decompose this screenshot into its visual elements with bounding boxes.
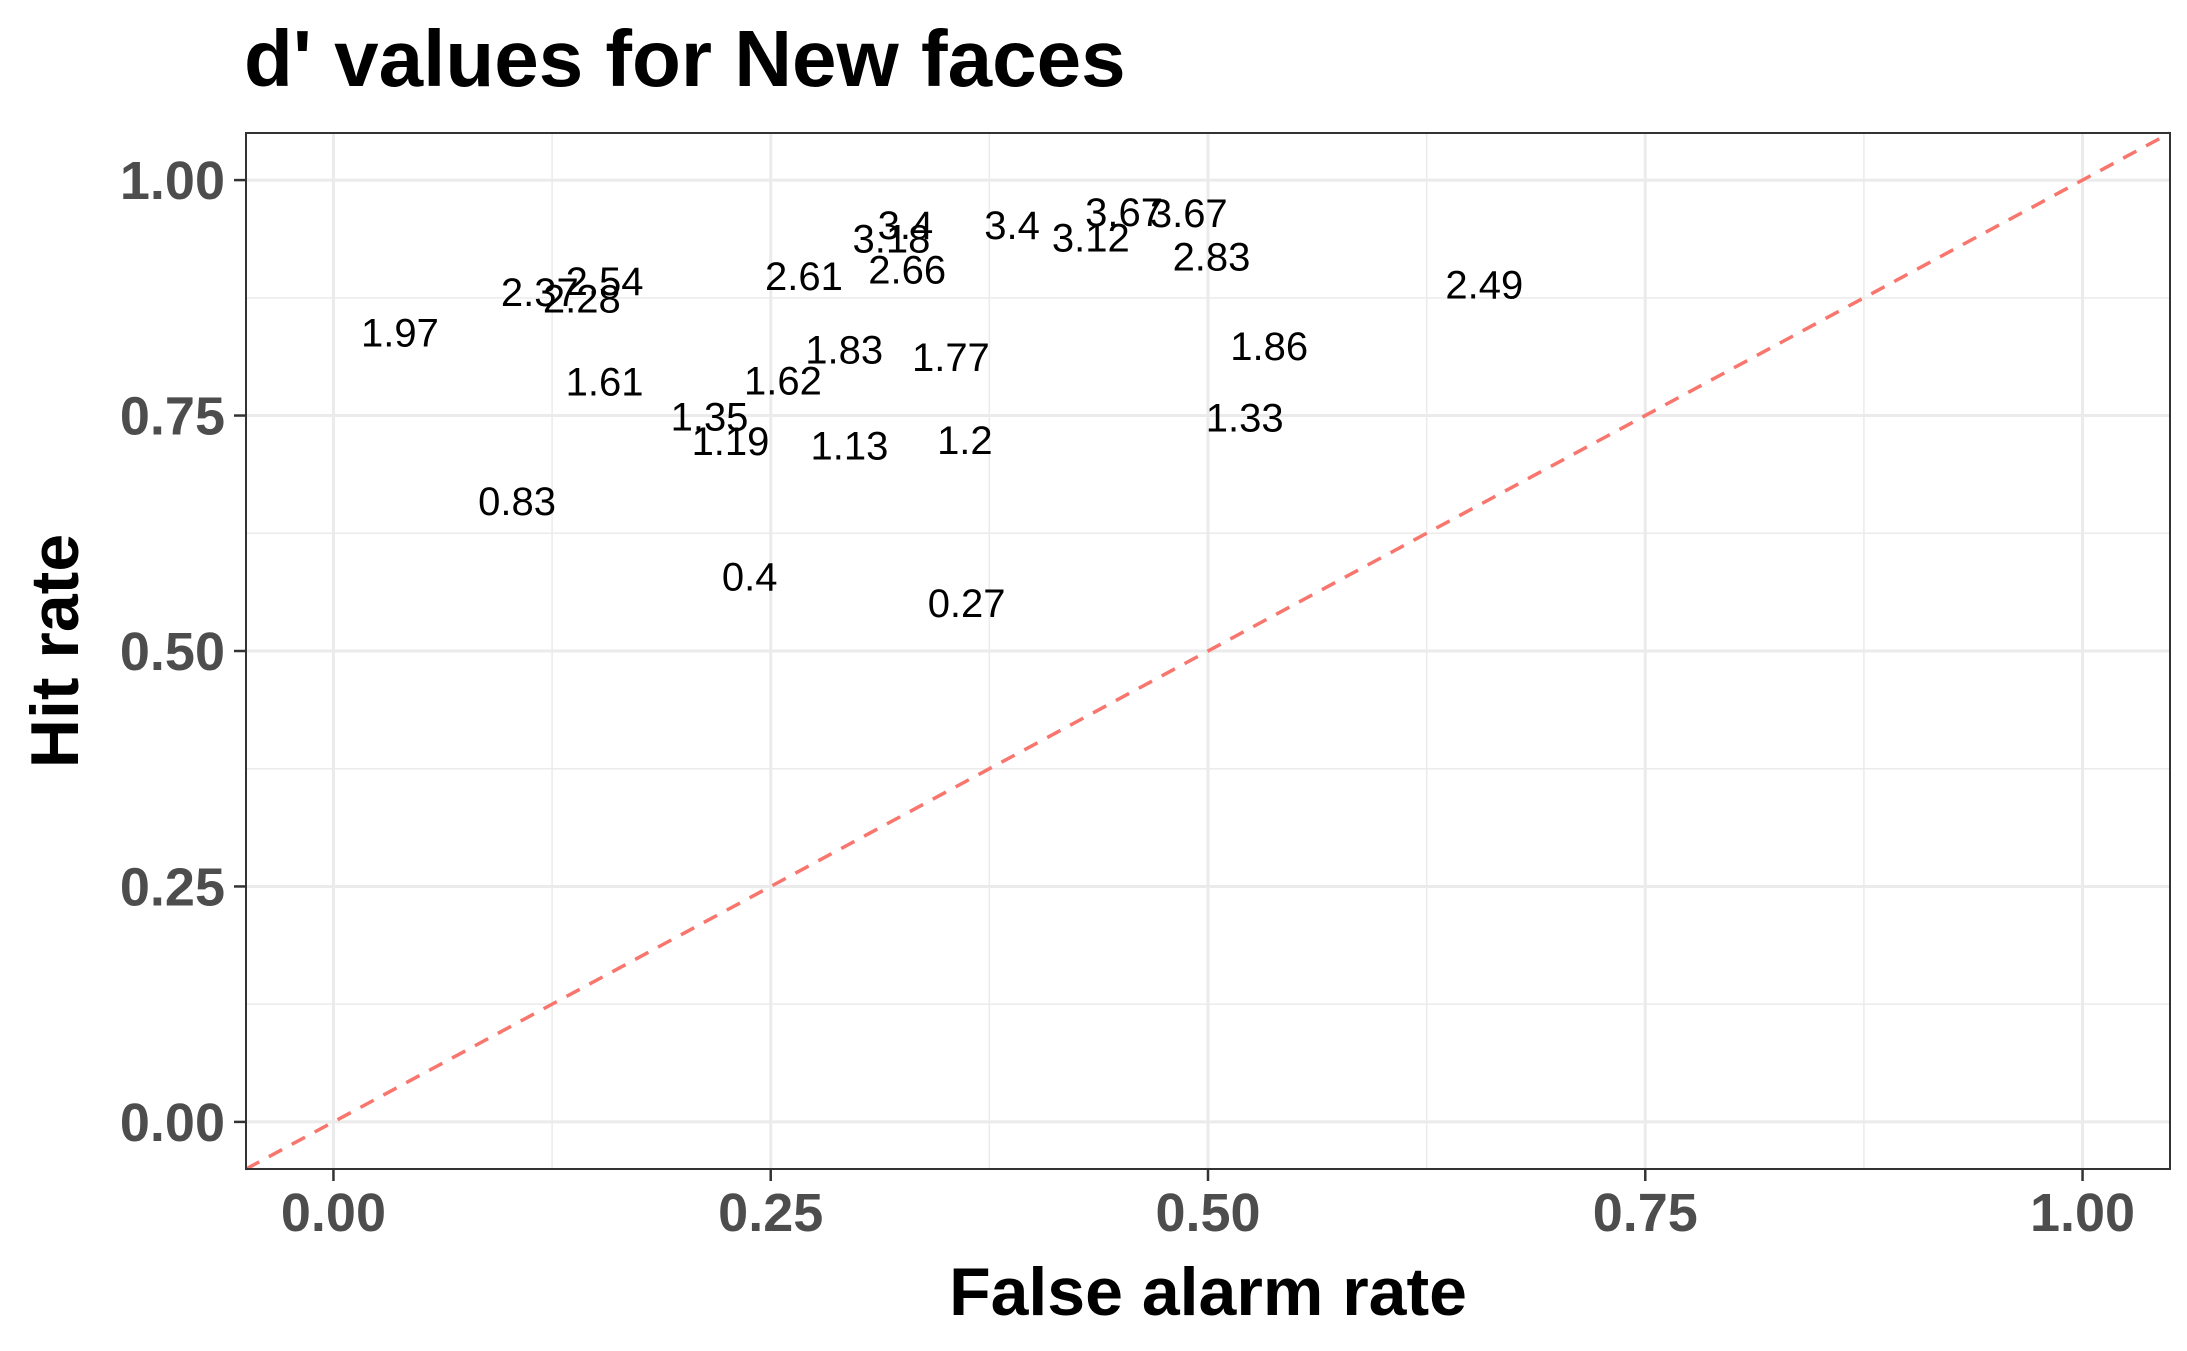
- x-tick-label: 0.75: [1593, 1183, 1698, 1243]
- point-label: 2.37: [501, 271, 579, 315]
- y-axis-title: Hit rate: [17, 534, 93, 768]
- y-tick-label: 0.25: [120, 857, 225, 917]
- point-label: 0.83: [478, 480, 556, 524]
- point-label: 2.54: [566, 260, 644, 304]
- point-label: 1.62: [744, 360, 822, 404]
- point-label: 1.77: [912, 336, 990, 380]
- point-label: 3.67: [1085, 191, 1163, 235]
- point-labels: 1.97 2.542.372.28 1.61 0.83 1.351.19 0.4 1.62 2…: [361, 191, 1523, 626]
- point-label: 0.27: [928, 582, 1006, 626]
- point-label: 1.83: [805, 329, 883, 373]
- point-label: 1.97: [361, 312, 439, 356]
- x-axis-title: False alarm rate: [949, 1254, 1467, 1330]
- x-tick-label: 1.00: [2030, 1183, 2135, 1243]
- point-label: 1.35: [671, 395, 749, 439]
- point-label: 2.28: [543, 278, 621, 322]
- x-tick-label: 0.00: [281, 1183, 386, 1243]
- point-label: 1.19: [692, 420, 770, 464]
- x-tick-label: 0.50: [1155, 1183, 1260, 1243]
- point-label: 2.83: [1173, 235, 1251, 279]
- reference-line: [245, 131, 2171, 1171]
- point-label: 1.2: [937, 419, 993, 463]
- point-label: 3.4: [878, 204, 934, 248]
- y-tick-label: 0.50: [120, 622, 225, 682]
- y-axis-ticks: 0.00 0.25 0.50 0.75 1.00: [120, 151, 246, 1153]
- point-label: 2.49: [1445, 264, 1523, 308]
- diagonal-reference-line: [245, 131, 2171, 1171]
- point-label: 1.61: [566, 361, 644, 405]
- x-axis-ticks: 0.00 0.25 0.50 0.75 1.00: [281, 1169, 2135, 1243]
- point-label: 3.4: [984, 204, 1040, 248]
- point-label: 1.33: [1206, 396, 1284, 440]
- x-tick-label: 0.25: [718, 1183, 823, 1243]
- point-label: 2.66: [868, 249, 946, 293]
- point-label: 3.18: [852, 217, 930, 261]
- point-label: 3.67: [1150, 192, 1228, 236]
- y-tick-label: 0.00: [120, 1093, 225, 1153]
- point-label: 2.61: [765, 255, 843, 299]
- point-label: 0.4: [722, 556, 778, 600]
- point-label: 3.12: [1052, 216, 1130, 260]
- point-label: 1.13: [811, 425, 889, 469]
- y-tick-label: 0.75: [120, 387, 225, 447]
- chart-title: d' values for New faces: [244, 14, 1126, 103]
- y-tick-label: 1.00: [120, 151, 225, 211]
- point-label: 1.86: [1230, 325, 1308, 369]
